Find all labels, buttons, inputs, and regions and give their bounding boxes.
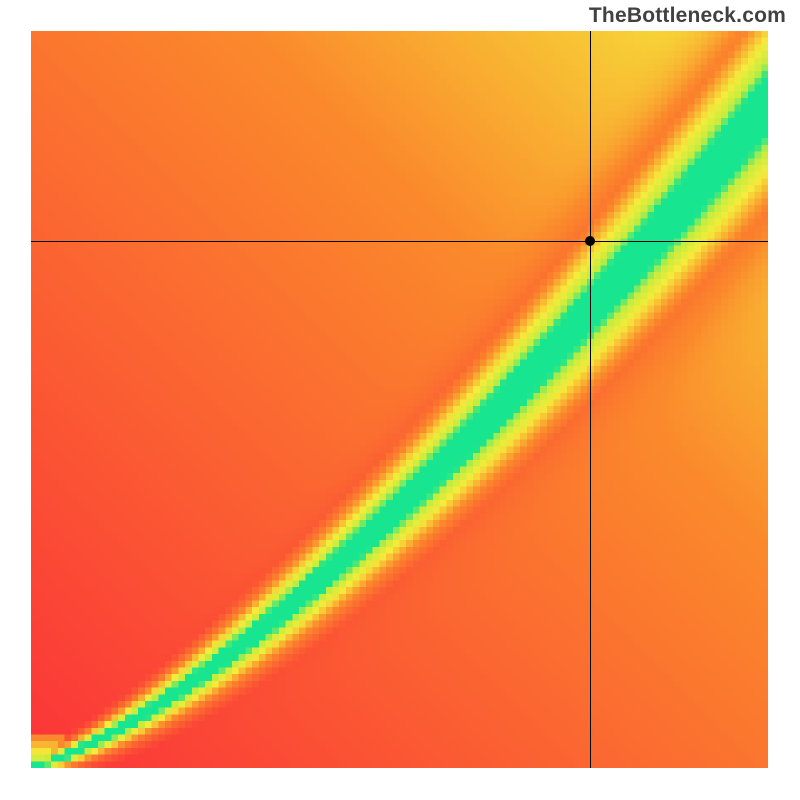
crosshair-vertical [590,31,591,768]
heatmap-plot-area [31,31,768,768]
chart-container: TheBottleneck.com [0,0,800,800]
crosshair-horizontal [31,241,768,242]
marker-point [585,236,595,246]
bottleneck-heatmap [31,31,768,768]
attribution-text: TheBottleneck.com [589,4,786,28]
